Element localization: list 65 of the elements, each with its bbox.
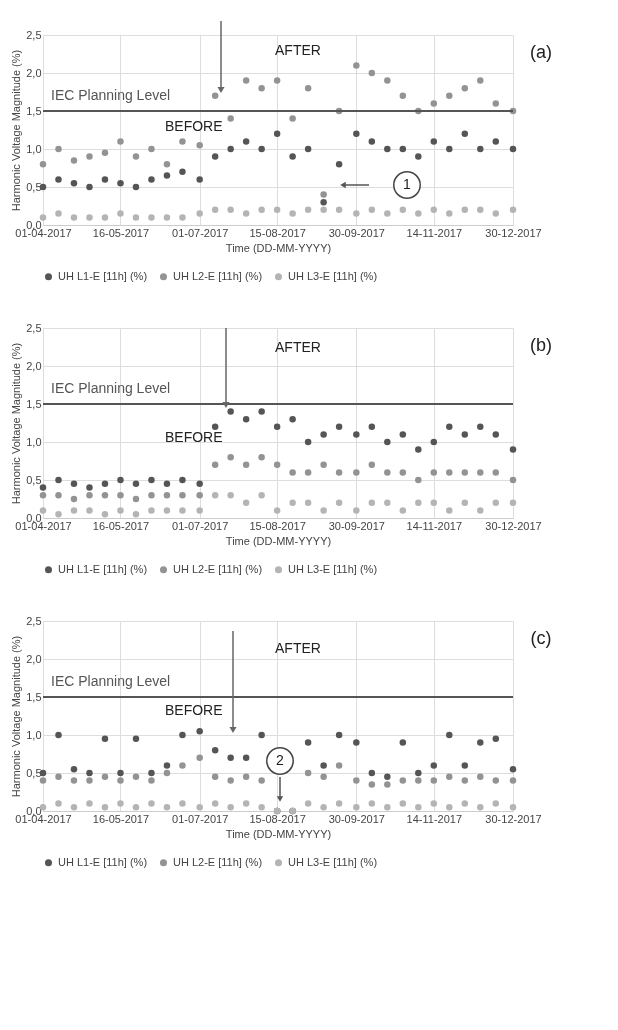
x-tick-label: 30-12-2017 bbox=[485, 226, 542, 239]
y-axis-title: Harmonic Voltage Magnitude (%) bbox=[10, 635, 23, 798]
x-axis-title: Time (DD-MM-YYYY) bbox=[225, 534, 332, 547]
annotation: BEFORE bbox=[165, 118, 223, 134]
text: (b) bbox=[530, 335, 552, 355]
text: (c) bbox=[530, 628, 552, 648]
y-tick-label: 2,0 bbox=[26, 359, 42, 372]
annotation: 2 bbox=[276, 752, 285, 768]
y-tick-label: 0,0 bbox=[26, 804, 42, 817]
y-tick-label: 0,5 bbox=[26, 180, 42, 193]
y-tick-label: 0,0 bbox=[26, 218, 42, 231]
x-tick-label: 16-05-2017 bbox=[92, 812, 150, 825]
x-tick-label: 15-08-2017 bbox=[249, 812, 306, 825]
annotation: BEFORE bbox=[165, 702, 223, 718]
legend-label: UH L1-E [11h] (%) bbox=[58, 269, 148, 282]
annotation: AFTER bbox=[275, 339, 321, 355]
y-tick-label: 0,5 bbox=[26, 766, 42, 779]
annotation: 1 bbox=[403, 176, 412, 192]
y-axis-title: Harmonic Voltage Magnitude (%) bbox=[10, 342, 23, 505]
y-tick-label: 1,0 bbox=[26, 435, 42, 448]
annotation: AFTER bbox=[275, 42, 321, 58]
ref-line-label: IEC Planning Level bbox=[51, 87, 171, 103]
ref-line-label: IEC Planning Level bbox=[51, 673, 171, 689]
y-tick-label: 2,0 bbox=[26, 652, 42, 665]
x-tick-label: 30-09-2017 bbox=[328, 226, 385, 239]
legend-label: UH L3-E [11h] (%) bbox=[288, 855, 378, 868]
ref-line-label: IEC Planning Level bbox=[51, 380, 171, 396]
legend-label: UH L3-E [11h] (%) bbox=[288, 562, 378, 575]
x-tick-label: 30-09-2017 bbox=[328, 812, 385, 825]
x-tick-label: 30-09-2017 bbox=[328, 519, 385, 532]
x-tick-label: 01-07-2017 bbox=[172, 812, 229, 825]
y-tick-label: 0,0 bbox=[26, 511, 42, 524]
y-tick-label: 1,5 bbox=[26, 397, 42, 410]
x-tick-label: 16-05-2017 bbox=[92, 226, 150, 239]
y-tick-label: 1,0 bbox=[26, 142, 42, 155]
legend-label: UH L2-E [11h] (%) bbox=[173, 562, 263, 575]
x-axis-title: Time (DD-MM-YYYY) bbox=[225, 827, 332, 840]
x-tick-label: 14-11-2017 bbox=[406, 519, 463, 532]
legend-label: UH L2-E [11h] (%) bbox=[173, 269, 263, 282]
text: (a) bbox=[530, 42, 552, 62]
x-tick-label: 14-11-2017 bbox=[406, 812, 463, 825]
annotation: AFTER bbox=[275, 640, 321, 656]
y-tick-label: 1,5 bbox=[26, 104, 42, 117]
x-tick-label: 01-07-2017 bbox=[172, 226, 229, 239]
legend-label: UH L1-E [11h] (%) bbox=[58, 855, 148, 868]
y-tick-label: 2,0 bbox=[26, 66, 42, 79]
legend-label: UH L2-E [11h] (%) bbox=[173, 855, 263, 868]
y-tick-label: 2,5 bbox=[26, 321, 42, 334]
legend-label: UH L1-E [11h] (%) bbox=[58, 562, 148, 575]
legend-label: UH L3-E [11h] (%) bbox=[288, 269, 378, 282]
y-tick-label: 2,5 bbox=[26, 614, 42, 627]
x-tick-label: 15-08-2017 bbox=[249, 519, 306, 532]
x-tick-label: 30-12-2017 bbox=[485, 519, 542, 532]
x-axis-title: Time (DD-MM-YYYY) bbox=[225, 241, 332, 254]
annotation: BEFORE bbox=[165, 429, 223, 445]
x-tick-label: 15-08-2017 bbox=[249, 226, 306, 239]
y-tick-label: 2,5 bbox=[26, 28, 42, 41]
y-tick-label: 0,5 bbox=[26, 473, 42, 486]
x-tick-label: 16-05-2017 bbox=[92, 519, 150, 532]
y-tick-label: 1,0 bbox=[26, 728, 42, 741]
x-tick-label: 01-07-2017 bbox=[172, 519, 229, 532]
x-tick-label: 14-11-2017 bbox=[406, 226, 463, 239]
y-axis-title: Harmonic Voltage Magnitude (%) bbox=[10, 49, 23, 212]
y-tick-label: 1,5 bbox=[26, 690, 42, 703]
x-tick-label: 30-12-2017 bbox=[485, 812, 542, 825]
